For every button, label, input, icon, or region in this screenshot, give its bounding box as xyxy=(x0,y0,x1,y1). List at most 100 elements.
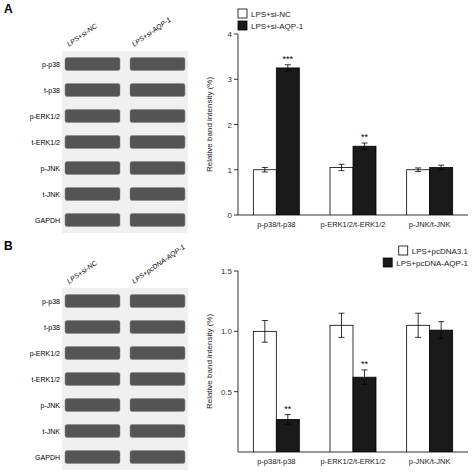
error-bar-cap xyxy=(285,71,291,72)
error-bar-cap xyxy=(438,338,444,339)
blot-column-label: LPS+si-AQP-1 xyxy=(131,16,173,49)
blot-band xyxy=(65,58,120,71)
legend-swatch xyxy=(399,246,408,255)
bars xyxy=(253,65,452,215)
error-bar-cap xyxy=(262,167,268,168)
error-bar xyxy=(438,165,444,170)
blot-band xyxy=(65,214,120,227)
x-tick-label: p-p38/t-p38 xyxy=(257,220,295,229)
error-bar-cap xyxy=(362,149,368,150)
x-tick-label: p-p38/t-p38 xyxy=(257,457,295,466)
blot-row-label: p-JNK xyxy=(41,402,61,410)
legend-label: LPS+pcDNA3.1 xyxy=(412,247,469,256)
blot: LPS+si-NCLPS+si-AQP-1p-p38t-p38p-ERK1/2t… xyxy=(30,16,188,233)
bar xyxy=(353,377,376,452)
panel-title: A xyxy=(4,2,13,16)
blot-column-label: LPS+si-NC xyxy=(66,22,99,48)
panel: BLPS+si-NCLPS+pcDNA-AQP-1p-p38t-p38p-ERK… xyxy=(4,239,469,470)
blot-row-label: p-ERK1/2 xyxy=(30,113,60,121)
error-bar-cap xyxy=(438,165,444,166)
blot-band xyxy=(130,136,185,149)
blot-column-label: LPS+pcDNA-AQP-1 xyxy=(131,243,187,286)
blot-band xyxy=(65,399,120,412)
legend-label: LPS+pcDNA-AQP-1 xyxy=(396,259,468,268)
bar xyxy=(430,330,453,452)
error-bar-cap xyxy=(438,169,444,170)
bar xyxy=(330,325,353,452)
y-tick xyxy=(234,34,238,35)
blot-band xyxy=(65,110,120,123)
legend-label: LPS+si-NC xyxy=(251,10,291,19)
error-bar xyxy=(362,143,368,149)
error-bar-cap xyxy=(339,164,345,165)
y-tick-label: 2 xyxy=(228,121,233,130)
blot-band xyxy=(65,188,120,201)
y-axis-label: Relative band intensity (%) xyxy=(205,77,214,172)
legend-swatch xyxy=(238,21,247,30)
error-bar-cap xyxy=(415,313,421,314)
bar xyxy=(253,170,276,215)
error-bar xyxy=(438,322,444,339)
error-bar-cap xyxy=(285,424,291,425)
significance-label: ** xyxy=(361,359,369,369)
legend-label: LPS+si-AQP-1 xyxy=(251,22,304,31)
blot-band xyxy=(130,425,185,438)
y-tick-label: 0.5 xyxy=(221,388,233,397)
blot-row-label: p-p38 xyxy=(42,298,60,306)
error-bar-cap xyxy=(362,143,368,144)
y-tick xyxy=(234,79,238,80)
error-bar-stem xyxy=(341,313,342,337)
panel: ALPS+si-NCLPS+si-AQP-1p-p38t-p38p-ERK1/2… xyxy=(4,2,468,233)
blot-row-label: GAPDH xyxy=(35,454,60,461)
blot-row-label: t-p38 xyxy=(44,324,60,332)
bars xyxy=(253,313,452,452)
error-bar-cap xyxy=(262,320,268,321)
bar xyxy=(253,331,276,452)
blot-row-label: t-p38 xyxy=(44,87,60,95)
error-bar-cap xyxy=(285,414,291,415)
legend-swatch xyxy=(383,258,392,267)
error-bar-stem xyxy=(287,65,288,71)
error-bar-stem xyxy=(364,370,365,384)
blot-band xyxy=(65,347,120,360)
bar xyxy=(276,419,299,452)
blot-column-label: LPS+si-NC xyxy=(66,259,99,285)
figure: A LPS+si-NC LPS+si-AQP-1 p-p38 t-p38 p-ERK1/2… xyxy=(0,0,474,474)
error-bar-cap xyxy=(415,337,421,338)
blot-band xyxy=(130,110,185,123)
y-tick-label: 1 xyxy=(228,166,233,175)
blot-band xyxy=(65,451,120,464)
blot-background xyxy=(62,288,188,470)
blot-band xyxy=(130,214,185,227)
error-bar-stem xyxy=(441,165,442,170)
blot-row-label: p-JNK xyxy=(41,165,61,173)
error-bar-cap xyxy=(262,342,268,343)
legend-swatch xyxy=(238,9,247,18)
y-tick xyxy=(234,124,238,125)
y-tick-label: 1.0 xyxy=(221,327,233,336)
blot-band xyxy=(130,321,185,334)
error-bar xyxy=(339,164,345,170)
significance-label: ** xyxy=(284,404,292,414)
error-bar-cap xyxy=(339,170,345,171)
blot-band xyxy=(130,399,185,412)
y-tick xyxy=(234,271,238,272)
blot-row-label: p-ERK1/2 xyxy=(30,350,60,358)
error-bar-cap xyxy=(262,172,268,173)
bar xyxy=(330,167,353,215)
blot-row-label: t-ERK1/2 xyxy=(32,376,61,383)
bar-annotations: ** ** xyxy=(284,359,368,414)
blot-band xyxy=(130,84,185,97)
error-bar-cap xyxy=(415,171,421,172)
error-bar xyxy=(362,370,368,384)
blot-band xyxy=(130,162,185,175)
y-axis-label: Relative band intensity (%) xyxy=(205,314,214,409)
bar xyxy=(353,146,376,215)
blot-band xyxy=(130,58,185,71)
blot-band xyxy=(65,136,120,149)
blot-band xyxy=(130,451,185,464)
error-bar xyxy=(415,313,421,337)
blot-row-label: GAPDH xyxy=(35,217,60,224)
blot-row-label: t-JNK xyxy=(43,428,61,435)
bar xyxy=(430,167,453,215)
